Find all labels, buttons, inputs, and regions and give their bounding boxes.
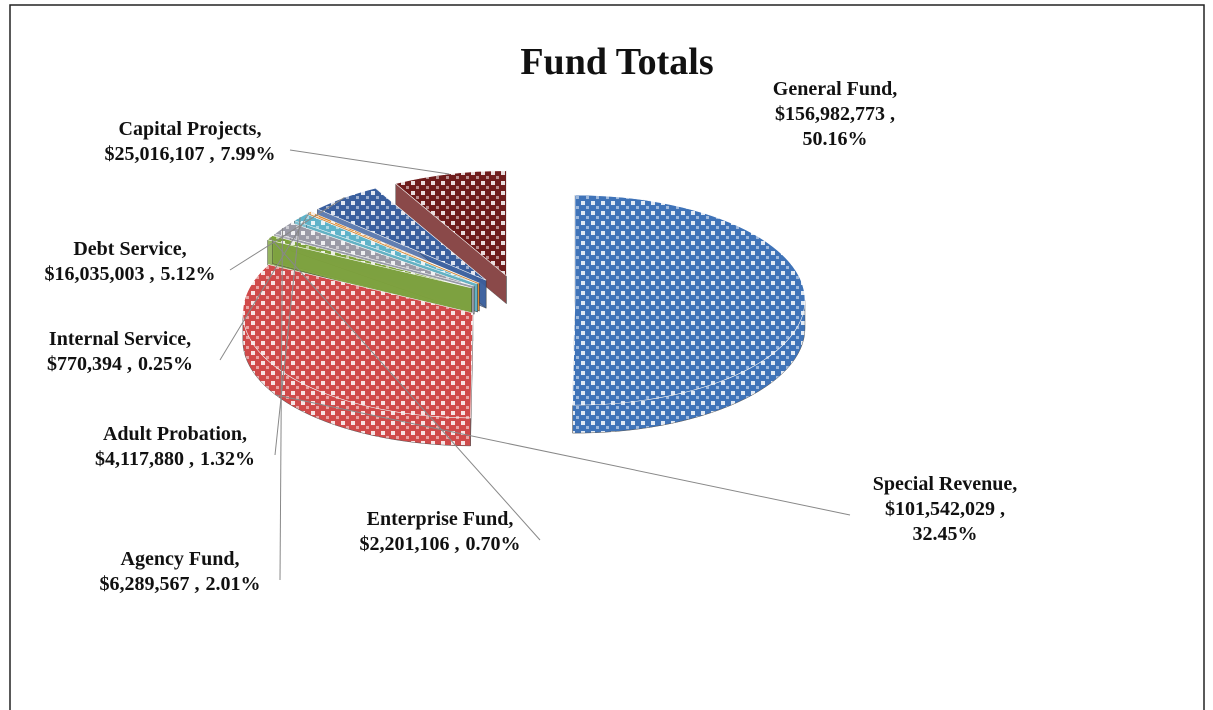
data-label-percent: 32.45%: [913, 523, 978, 545]
data-label-value: $16,035,003 ,: [45, 263, 155, 285]
data-label-name: Debt Service,: [73, 238, 186, 260]
data-label-percent: 7.99%: [221, 143, 276, 165]
leader-line: [219, 212, 310, 361]
pie-slice: [307, 211, 480, 284]
leader-line: [279, 228, 283, 581]
data-label-percent: 0.25%: [138, 353, 193, 375]
pie-slice: [394, 170, 507, 277]
pie-slice: [293, 213, 478, 285]
data-label-name: Enterprise Fund,: [367, 508, 514, 530]
data-label-line: $770,394 , 0.25%: [47, 353, 193, 375]
data-label-name: Internal Service,: [49, 328, 191, 350]
data-label-name: Capital Projects,: [119, 118, 262, 140]
pie-slice: [572, 194, 806, 406]
data-label-name: Special Revenue,: [873, 473, 1017, 495]
leader-line: [269, 237, 541, 541]
data-label-percent: 0.70%: [466, 533, 521, 555]
pie-slice: [274, 222, 475, 287]
data-label-value: $25,016,107 ,: [105, 143, 215, 165]
leader-line: [275, 394, 851, 516]
data-label-value: $156,982,773 ,: [775, 103, 895, 125]
data-label-percent: 5.12%: [161, 263, 216, 285]
data-label-value: $4,117,880 ,: [95, 448, 194, 470]
data-label-value: $101,542,029 ,: [885, 498, 1005, 520]
data-label-name: Agency Fund,: [121, 548, 240, 570]
data-label-percent: 50.16%: [803, 128, 868, 150]
data-label-value: $770,394 ,: [47, 353, 132, 375]
pie-slice: [316, 187, 487, 281]
leader-line: [289, 149, 450, 175]
data-label-name: Adult Probation,: [103, 423, 247, 445]
data-label-line: $4,117,880 , 1.32%: [95, 448, 255, 470]
data-label-name: General Fund,: [773, 78, 897, 100]
data-label-line: $16,035,003 , 5.12%: [45, 263, 216, 285]
data-label-percent: 1.32%: [200, 448, 255, 470]
leader-line: [274, 217, 301, 456]
data-label-value: $2,201,106 ,: [360, 533, 460, 555]
pie-slice: [242, 264, 474, 419]
leader-line: [229, 197, 345, 271]
data-label-value: $6,289,567 ,: [100, 573, 200, 595]
data-label-line: $2,201,106 , 0.70%: [360, 533, 521, 555]
data-label-percent: 2.01%: [206, 573, 261, 595]
chart-title: Fund Totals: [520, 41, 713, 83]
data-label-line: $25,016,107 , 7.99%: [105, 143, 276, 165]
data-label-line: $6,289,567 , 2.01%: [100, 573, 261, 595]
